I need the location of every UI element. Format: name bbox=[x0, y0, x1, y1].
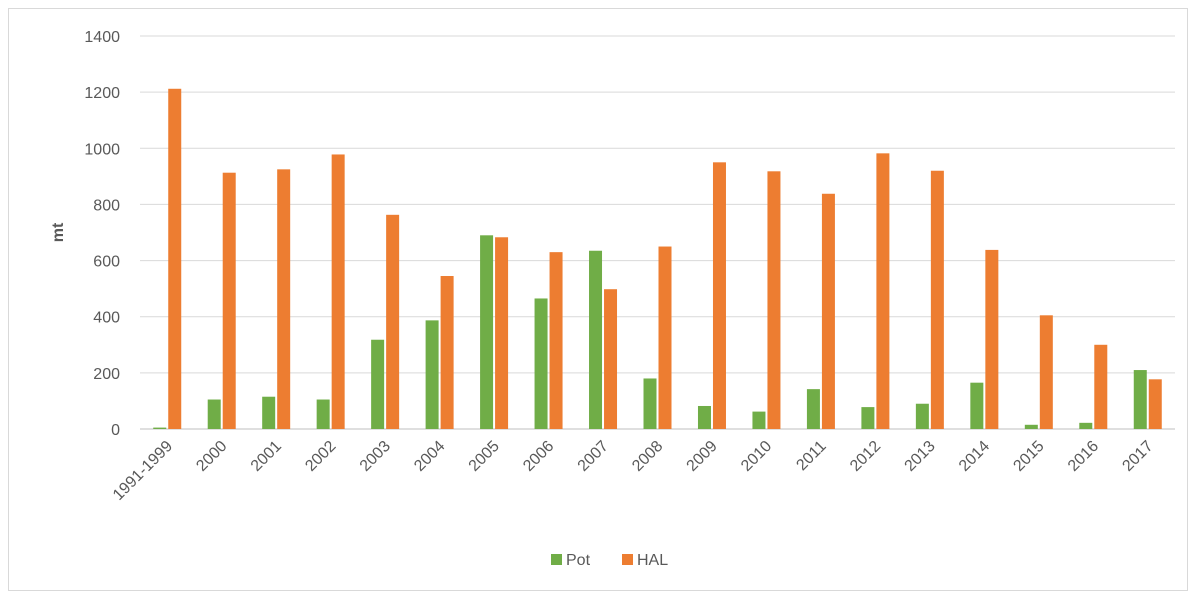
bar-hal bbox=[1039, 315, 1053, 429]
y-axis-label: mt bbox=[50, 222, 67, 242]
legend-label-hal: HAL bbox=[637, 552, 668, 569]
bar-hal bbox=[549, 252, 563, 429]
x-tick-label: 2005 bbox=[466, 438, 503, 475]
bar-pot bbox=[861, 407, 875, 429]
x-tick-label: 2006 bbox=[520, 438, 557, 475]
bar-pot bbox=[1133, 370, 1147, 429]
x-tick-label: 2015 bbox=[1010, 438, 1047, 475]
bar-hal bbox=[277, 169, 291, 429]
bar-hal bbox=[767, 171, 781, 429]
bar-pot bbox=[425, 320, 439, 429]
bar-hal bbox=[1094, 344, 1108, 429]
bar-hal bbox=[985, 249, 999, 429]
legend-swatch-pot bbox=[551, 554, 562, 565]
x-tick-label: 2012 bbox=[847, 438, 884, 475]
y-tick-label: 800 bbox=[93, 197, 120, 214]
y-tick-label: 0 bbox=[111, 422, 120, 439]
y-tick-label: 1200 bbox=[84, 85, 120, 102]
y-tick-label: 200 bbox=[93, 366, 120, 383]
bar-pot bbox=[697, 405, 711, 429]
bar-pot bbox=[589, 250, 603, 429]
x-tick-label: 2009 bbox=[684, 438, 721, 475]
x-tick-label: 2002 bbox=[302, 438, 339, 475]
bar-pot bbox=[1024, 424, 1038, 429]
bar-pot bbox=[534, 298, 548, 429]
bar-hal bbox=[440, 276, 454, 429]
legend-label-pot: Pot bbox=[566, 552, 591, 569]
bar-pot bbox=[752, 411, 766, 429]
bar-hal bbox=[876, 153, 890, 430]
bar-hal bbox=[712, 162, 726, 430]
y-tick-label: 1000 bbox=[84, 141, 120, 158]
legend-swatch-hal bbox=[622, 554, 633, 565]
bar-hal bbox=[331, 154, 345, 429]
bar-pot bbox=[153, 427, 167, 429]
bar-hal bbox=[930, 170, 944, 429]
x-tick-label: 2011 bbox=[793, 438, 829, 474]
bar-pot bbox=[806, 389, 820, 429]
x-tick-label: 2014 bbox=[956, 438, 993, 475]
x-tick-label: 2004 bbox=[411, 438, 448, 475]
bar-hal bbox=[495, 237, 509, 429]
bar-pot bbox=[316, 399, 330, 429]
x-tick-label: 2017 bbox=[1119, 438, 1156, 475]
x-tick-label: 2000 bbox=[193, 438, 230, 475]
bar-hal bbox=[1148, 379, 1162, 429]
x-tick-label: 2001 bbox=[248, 438, 285, 475]
bar-pot bbox=[207, 399, 221, 429]
x-tick-label: 2008 bbox=[629, 438, 666, 475]
x-tick-label: 1991-1999 bbox=[110, 438, 176, 504]
bar-pot bbox=[480, 235, 494, 429]
x-tick-label: 2003 bbox=[357, 438, 394, 475]
x-tick-label: 2010 bbox=[738, 438, 775, 475]
bar-pot bbox=[371, 339, 385, 429]
y-tick-label: 600 bbox=[93, 254, 120, 271]
y-tick-label: 400 bbox=[93, 310, 120, 327]
bar-hal bbox=[222, 172, 236, 429]
bar-hal bbox=[604, 289, 618, 429]
bar-pot bbox=[970, 382, 984, 429]
bar-pot bbox=[1079, 422, 1093, 429]
bar-hal bbox=[658, 246, 672, 429]
x-tick-label: 2007 bbox=[575, 438, 612, 475]
y-tick-label: 1400 bbox=[84, 29, 120, 46]
bar-hal bbox=[821, 193, 835, 429]
x-tick-label: 2016 bbox=[1065, 438, 1102, 475]
x-tick-label: 2013 bbox=[902, 438, 939, 475]
bar-pot bbox=[915, 403, 929, 429]
bar-hal bbox=[386, 214, 400, 429]
bar-hal bbox=[168, 88, 182, 429]
bar-pot bbox=[262, 396, 276, 429]
bar-pot bbox=[643, 378, 657, 429]
